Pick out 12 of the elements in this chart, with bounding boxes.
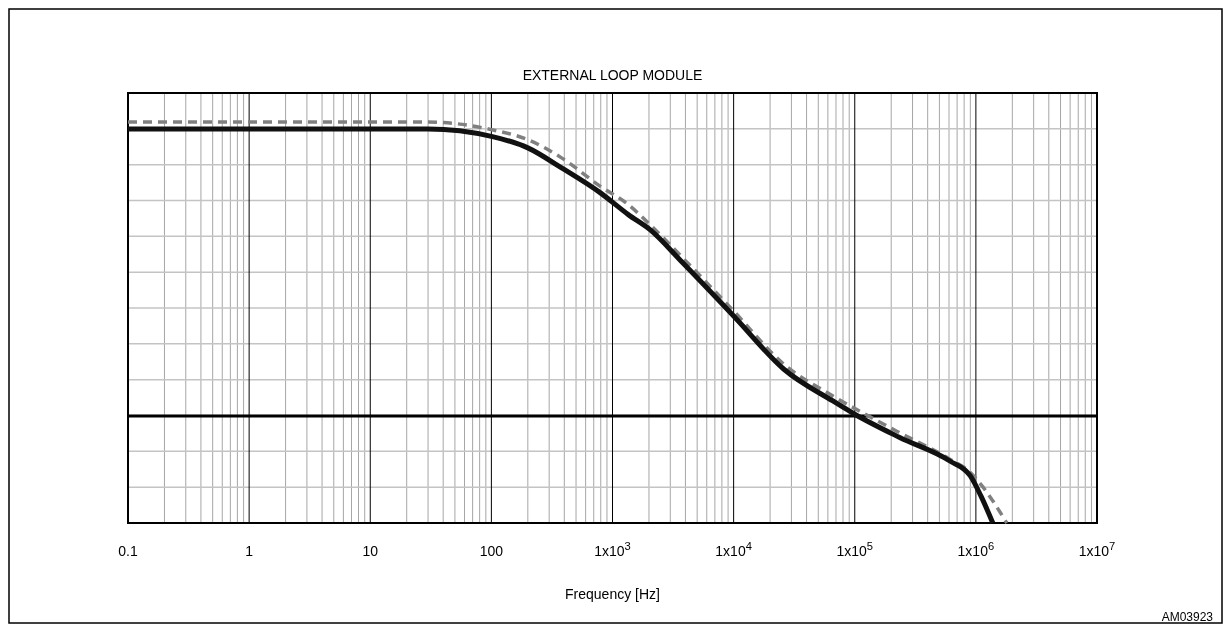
x-tick-label: 100	[479, 543, 504, 559]
x-tick-label: 1x10$^{7}$	[1078, 540, 1116, 559]
x-axis-title: Frequency [Hz]	[565, 586, 660, 602]
text: AM03923	[1161, 610, 1214, 624]
x-tick-label: 1x10$^{5}$	[836, 540, 874, 559]
x-tick-label: 1x10$^{3}$	[594, 540, 631, 559]
chart-title: EXTERNAL LOOP MODULE	[522, 67, 703, 83]
x-tick-label: 1	[245, 543, 254, 559]
x-tick-label: 1x10$^{4}$	[715, 540, 752, 559]
x-tick-label: 1x10$^{6}$	[957, 540, 995, 559]
x-tick-label: 0.1	[118, 543, 138, 559]
x-tick-label: 10	[362, 543, 379, 559]
